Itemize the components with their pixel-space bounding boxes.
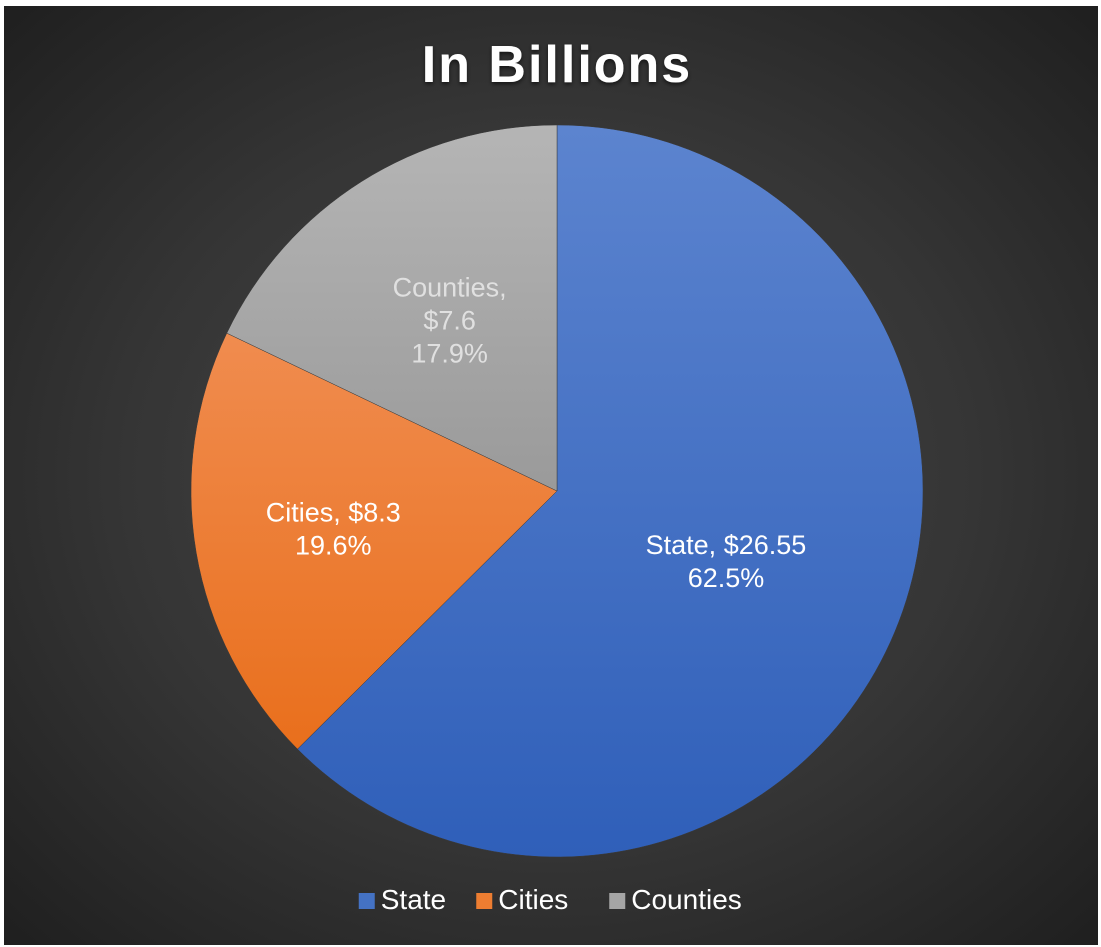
chart-title: In Billions <box>422 36 692 94</box>
pie-slice-cities <box>190 332 558 750</box>
legend-swatch-cities <box>476 893 493 909</box>
data-label-state: State, $26.55 62.5% <box>646 530 807 593</box>
legend-swatch-counties <box>609 893 626 909</box>
pie-slice-state <box>297 124 924 858</box>
legend: State Cities Counties <box>358 884 742 915</box>
legend-label-cities: Cities <box>498 884 568 915</box>
legend-swatch-state <box>358 893 375 909</box>
data-label-cities: Cities, $8.3 19.6% <box>266 498 401 561</box>
pie-slice-counties <box>226 124 558 492</box>
pie-slices <box>190 124 924 858</box>
data-label-counties: Counties, $7.6 17.9% <box>393 273 507 369</box>
slice-labels: State, $26.55 62.5% Cities, $8.3 19.6% Count… <box>266 273 807 593</box>
legend-label-state: State <box>381 884 446 915</box>
legend-label-counties: Counties <box>631 884 742 915</box>
